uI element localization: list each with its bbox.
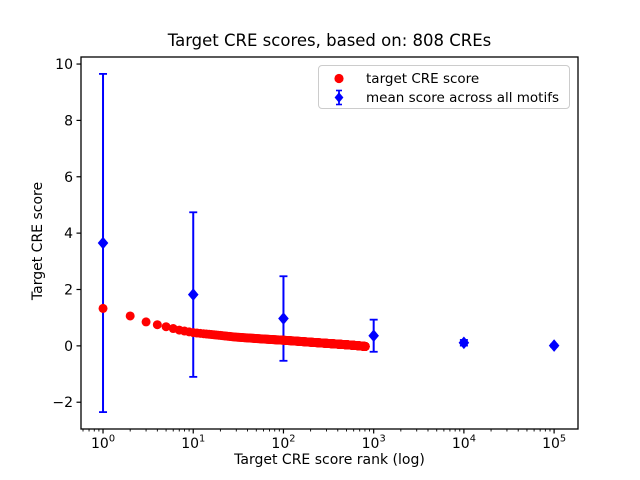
- blue-diamond-errorbar-marker-icon: [334, 89, 344, 106]
- axes-frame: [80, 56, 579, 430]
- data-point-target: [125, 311, 135, 321]
- x-axis-label: Target CRE score rank (log): [234, 452, 425, 468]
- data-point-mean: [548, 339, 560, 352]
- data-point-target: [141, 317, 151, 327]
- red-circle-marker-icon: [334, 73, 344, 84]
- data-point-target: [152, 320, 162, 330]
- x-tick-label: 101: [181, 434, 205, 453]
- chart-title: Target CRE scores, based on: 808 CREs: [167, 31, 492, 50]
- x-tick-label: 100: [91, 434, 115, 453]
- y-tick-label: 6: [64, 170, 73, 186]
- x-tick-label: 102: [271, 434, 295, 453]
- x-tick-label: 103: [362, 434, 386, 453]
- data-point-mean: [187, 288, 199, 301]
- y-tick-label: 4: [64, 226, 73, 242]
- legend-label: mean score across all motifs: [366, 89, 560, 106]
- data-point-target: [98, 303, 108, 313]
- legend-label: target CRE score: [366, 70, 480, 87]
- data-point-mean: [458, 336, 470, 350]
- y-tick-label: −2: [52, 395, 73, 411]
- y-tick-label: 2: [64, 283, 73, 299]
- y-tick-label: 0: [64, 339, 73, 355]
- data-point-mean: [368, 329, 379, 343]
- data-point-target: [360, 341, 370, 351]
- legend-item-target-cre-score: target CRE score: [324, 69, 569, 88]
- y-tick-label: 8: [64, 113, 73, 129]
- data-point-target: [161, 322, 171, 332]
- legend-item-mean-score: mean score across all motifs: [324, 88, 569, 107]
- y-axis-label: Target CRE score: [30, 181, 46, 301]
- y-tick-label: 10: [55, 57, 73, 73]
- x-tick-label: 105: [542, 434, 566, 453]
- data-point-mean: [97, 236, 109, 250]
- legend: target CRE score mean score across all m…: [318, 65, 570, 109]
- x-tick-label: 104: [452, 434, 476, 453]
- data-point-mean: [278, 312, 289, 325]
